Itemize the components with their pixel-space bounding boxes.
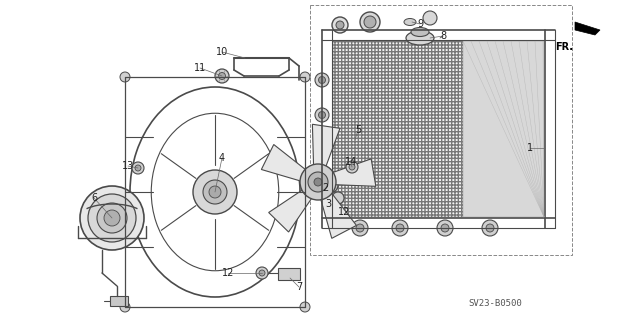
Circle shape [332,192,344,204]
Circle shape [308,172,328,192]
Circle shape [256,267,268,279]
Circle shape [300,72,310,82]
Text: 12: 12 [222,268,234,278]
Circle shape [315,73,329,87]
Ellipse shape [406,31,434,45]
Polygon shape [320,191,356,238]
Text: 1: 1 [527,143,533,153]
Circle shape [352,220,368,236]
Text: 4: 4 [219,153,225,163]
Circle shape [396,224,404,232]
Circle shape [97,203,127,233]
Circle shape [486,224,494,232]
Text: FR.: FR. [555,42,573,52]
Circle shape [218,72,225,79]
Bar [333,41,463,217]
Text: 5: 5 [355,125,361,135]
Circle shape [482,220,498,236]
Circle shape [423,11,437,25]
Bar [278,268,300,280]
Circle shape [315,168,329,182]
Circle shape [326,181,334,189]
Text: 11: 11 [194,63,206,73]
Circle shape [104,210,120,226]
Text: 6: 6 [91,193,97,203]
Bar [110,296,128,306]
Circle shape [193,170,237,214]
Circle shape [80,186,144,250]
Circle shape [319,77,326,84]
Text: 9: 9 [417,19,423,29]
Circle shape [203,180,227,204]
Circle shape [259,270,265,276]
Text: 10: 10 [216,47,228,57]
Circle shape [441,224,449,232]
Polygon shape [330,159,376,186]
Polygon shape [269,189,313,232]
Circle shape [135,165,141,171]
Text: 2: 2 [322,183,328,193]
Circle shape [360,12,380,32]
Circle shape [314,178,322,186]
Circle shape [356,224,364,232]
Circle shape [319,172,326,179]
Text: 3: 3 [325,199,331,209]
Circle shape [349,164,355,170]
Text: 12: 12 [338,207,350,217]
Circle shape [132,162,144,174]
Circle shape [332,17,348,33]
Text: 14: 14 [345,157,357,167]
Ellipse shape [411,27,429,36]
Circle shape [88,194,136,242]
Text: 13: 13 [122,161,134,171]
Polygon shape [261,145,308,182]
Circle shape [120,72,130,82]
Circle shape [315,138,329,152]
Circle shape [209,186,221,198]
Circle shape [392,220,408,236]
Circle shape [364,16,376,28]
Text: 7: 7 [296,282,302,292]
Circle shape [300,302,310,312]
Text: 8: 8 [440,31,446,41]
Circle shape [319,112,326,118]
Polygon shape [312,124,340,169]
Circle shape [336,21,344,29]
Circle shape [346,161,358,173]
Circle shape [300,164,336,200]
Circle shape [315,108,329,122]
Polygon shape [575,22,600,35]
Polygon shape [463,41,544,217]
Circle shape [319,142,326,149]
Ellipse shape [404,19,416,26]
Circle shape [322,177,338,193]
Text: SV23-B0500: SV23-B0500 [468,299,522,308]
Circle shape [437,220,453,236]
Bar [310,5,572,255]
Circle shape [215,69,229,83]
Circle shape [120,302,130,312]
